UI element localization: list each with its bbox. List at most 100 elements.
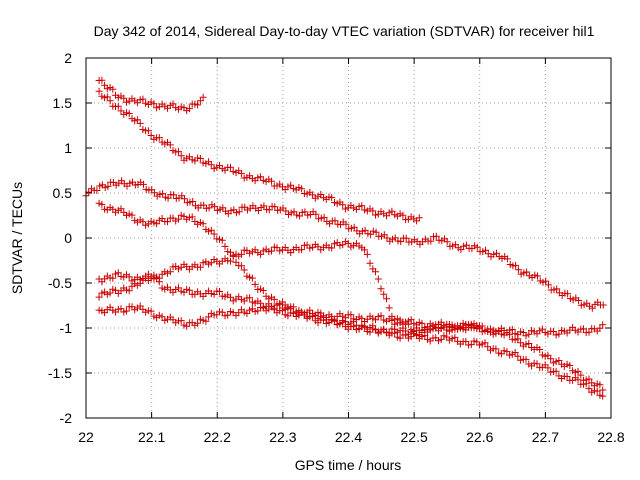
data-point — [492, 345, 500, 353]
data-point — [522, 355, 530, 363]
data-point — [564, 290, 572, 298]
data-point — [344, 239, 352, 247]
data-point — [221, 242, 229, 250]
data-point — [185, 286, 193, 294]
y-axis-label: SDTVAR / TECUs — [9, 182, 25, 294]
data-point — [473, 243, 481, 251]
data-point — [125, 273, 133, 281]
data-point — [495, 326, 503, 334]
data-point — [427, 237, 435, 245]
data-point — [523, 268, 531, 276]
chart-title: Day 342 of 2014, Sidereal Day-to-day VTE… — [94, 23, 595, 39]
data-point — [555, 357, 563, 364]
data-point — [196, 97, 204, 105]
data-point — [593, 387, 601, 395]
data-point — [175, 148, 182, 156]
data-point — [128, 211, 136, 219]
data-point — [545, 281, 552, 289]
data-point — [342, 220, 350, 228]
data-point — [481, 339, 489, 347]
data-point — [103, 93, 111, 101]
data-point — [189, 198, 197, 205]
data-point — [298, 246, 306, 254]
y-tick-label: 0 — [64, 230, 72, 246]
data-point — [196, 263, 204, 271]
data-point — [467, 341, 475, 349]
data-point — [98, 76, 106, 84]
data-point — [462, 337, 470, 345]
data-point — [227, 293, 234, 301]
data-point — [109, 85, 117, 93]
data-point — [451, 333, 459, 341]
data-point — [514, 352, 522, 360]
data-point — [599, 301, 607, 309]
data-point — [104, 182, 112, 190]
data-point — [123, 307, 130, 315]
data-point — [109, 274, 117, 282]
data-point — [139, 218, 147, 226]
data-point — [270, 295, 278, 303]
data-point — [240, 266, 248, 274]
x-tick-label: 22.4 — [335, 429, 362, 445]
data-point — [514, 335, 522, 343]
data-point — [404, 320, 412, 328]
data-point — [369, 207, 377, 215]
data-point — [114, 102, 122, 110]
data-point — [257, 173, 265, 181]
data-point — [402, 234, 410, 242]
data-point — [544, 351, 552, 359]
x-tick-label: 22 — [78, 429, 94, 445]
data-point — [194, 319, 202, 327]
data-point — [553, 285, 561, 293]
data-point — [563, 373, 571, 380]
data-point — [385, 329, 393, 337]
data-point — [366, 259, 374, 267]
data-point — [194, 101, 202, 109]
y-tick-label: 2 — [64, 50, 72, 66]
data-point — [224, 311, 232, 319]
series-track-1 — [95, 76, 207, 115]
data-point — [120, 94, 128, 102]
data-point — [181, 195, 188, 203]
data-point — [166, 141, 174, 149]
y-tick-label: 0.5 — [53, 185, 73, 201]
data-point — [347, 311, 355, 319]
data-point — [155, 134, 163, 142]
data-point — [227, 163, 234, 171]
data-point — [437, 335, 445, 343]
data-point — [235, 208, 243, 216]
data-point — [95, 293, 103, 301]
data-point — [106, 97, 114, 105]
data-point — [555, 330, 563, 338]
data-point — [125, 287, 133, 295]
data-point — [380, 290, 388, 298]
data-point — [377, 285, 385, 293]
data-point — [385, 304, 393, 312]
y-tick-label: -0.5 — [48, 275, 72, 291]
data-point — [185, 105, 193, 113]
data-point — [164, 194, 172, 202]
data-point — [361, 246, 369, 254]
data-point — [577, 371, 585, 379]
data-point — [95, 87, 103, 95]
data-point — [566, 362, 574, 369]
y-tick-label: -1 — [60, 320, 73, 336]
data-point — [158, 313, 166, 321]
data-point — [415, 331, 423, 339]
data-point — [298, 185, 306, 193]
data-point — [237, 262, 245, 270]
data-point — [114, 269, 122, 277]
data-point — [328, 194, 336, 202]
data-point — [443, 238, 451, 246]
data-point — [355, 325, 363, 333]
data-points — [82, 76, 607, 400]
data-point — [140, 180, 147, 188]
data-point — [585, 385, 593, 393]
data-point — [534, 272, 541, 280]
data-point — [514, 266, 522, 274]
data-point — [133, 116, 141, 124]
data-point — [207, 226, 215, 234]
plot-frame — [85, 57, 612, 419]
data-point — [237, 250, 245, 258]
